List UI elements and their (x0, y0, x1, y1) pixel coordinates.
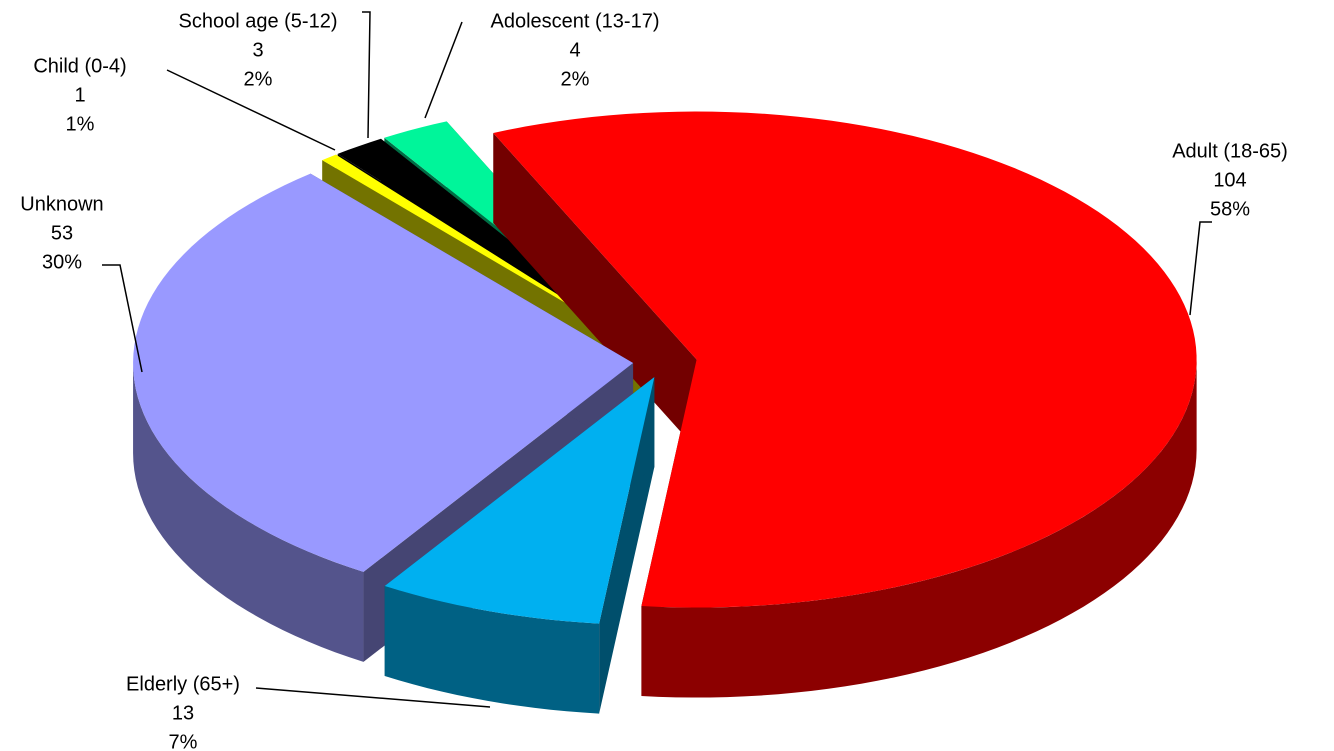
slice-side (133, 363, 364, 662)
value-label: 1 (74, 84, 85, 106)
percent-label: 2% (561, 68, 590, 90)
value-label: 53 (51, 222, 73, 244)
leader-line (362, 11, 371, 139)
slice-top (384, 377, 655, 624)
category-label: Adult (18-65) (1172, 140, 1288, 162)
category-label: Unknown (20, 193, 103, 215)
leader-line (102, 264, 143, 373)
leader-line (255, 687, 491, 708)
percent-label: 30% (42, 251, 82, 273)
value-label: 3 (252, 39, 263, 61)
percent-label: 1% (66, 113, 95, 135)
category-label: Child (0-4) (33, 55, 126, 77)
percent-label: 2% (244, 68, 273, 90)
slice-wall (493, 132, 697, 450)
slice-top (133, 173, 634, 572)
value-label: 104 (1213, 169, 1246, 191)
percent-label: 58% (1210, 198, 1250, 220)
slice-side (641, 359, 1197, 698)
category-label: Elderly (65+) (126, 673, 240, 695)
value-label: 4 (569, 39, 580, 61)
percent-label: 7% (169, 731, 198, 751)
leader-line (424, 21, 463, 119)
leader-line (1189, 221, 1212, 316)
slice-top (493, 111, 1197, 608)
slice (384, 377, 655, 714)
slice-side (384, 585, 600, 714)
slice (493, 111, 1197, 698)
category-label: Adolescent (13-17) (491, 10, 660, 32)
category-label: School age (5-12) (179, 10, 338, 32)
leader-line (166, 69, 336, 151)
value-label: 13 (172, 702, 194, 724)
